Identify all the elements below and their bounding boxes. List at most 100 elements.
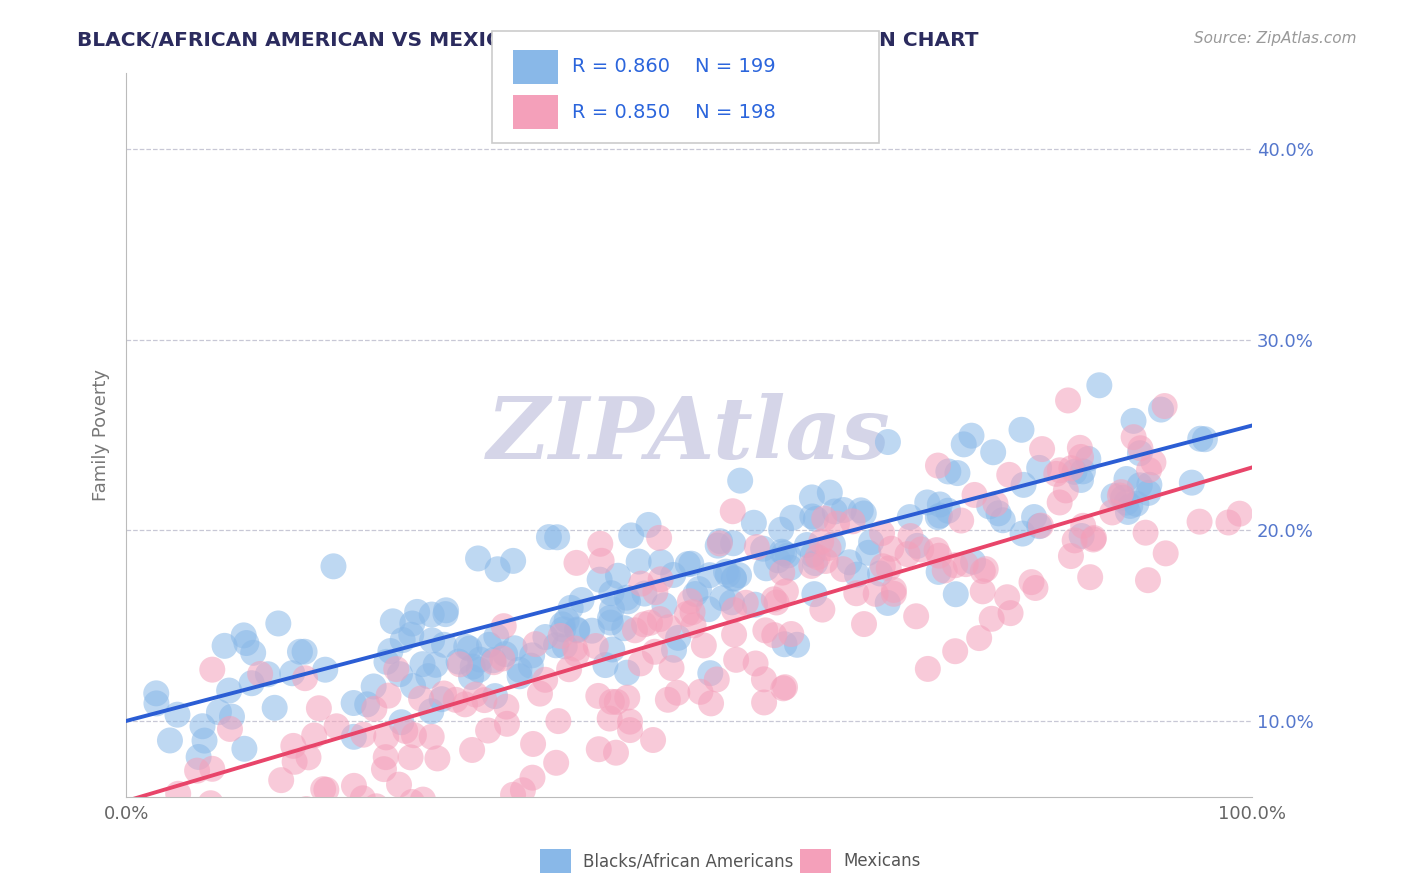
Point	[883, 587, 905, 601]
Point	[191, 719, 214, 733]
Point	[824, 504, 846, 518]
Point	[938, 465, 960, 479]
Point	[616, 690, 638, 705]
Point	[375, 655, 398, 669]
Point	[208, 705, 231, 719]
Point	[905, 609, 928, 624]
Point	[998, 467, 1021, 482]
Point	[388, 778, 411, 792]
Point	[374, 750, 396, 764]
Point	[1154, 546, 1177, 560]
Point	[235, 636, 257, 650]
Point	[960, 428, 983, 442]
Point	[1029, 518, 1052, 533]
Point	[1011, 423, 1033, 437]
Point	[380, 644, 402, 658]
Point	[352, 728, 374, 742]
Point	[478, 638, 501, 652]
Point	[295, 802, 318, 816]
Point	[359, 805, 381, 819]
Point	[962, 555, 984, 569]
Point	[853, 617, 876, 632]
Point	[644, 585, 666, 599]
Point	[773, 680, 796, 694]
Point	[1077, 451, 1099, 466]
Point	[547, 714, 569, 728]
Point	[1188, 515, 1211, 529]
Point	[766, 553, 789, 567]
Point	[714, 565, 737, 579]
Point	[546, 756, 568, 770]
Point	[546, 530, 568, 544]
Point	[725, 653, 748, 667]
Point	[564, 641, 586, 656]
Point	[967, 631, 990, 645]
Point	[433, 686, 456, 700]
Point	[917, 662, 939, 676]
Point	[1049, 495, 1071, 509]
Point	[145, 686, 167, 700]
Point	[742, 516, 765, 530]
Point	[633, 617, 655, 632]
Point	[458, 641, 481, 656]
Point	[449, 657, 471, 672]
Point	[325, 719, 347, 733]
Point	[676, 557, 699, 571]
Point	[661, 661, 683, 675]
Point	[486, 562, 509, 576]
Point	[522, 737, 544, 751]
Point	[744, 598, 766, 612]
Point	[1078, 570, 1101, 584]
Point	[876, 596, 898, 610]
Point	[658, 620, 681, 634]
Point	[1063, 533, 1085, 548]
Point	[544, 638, 567, 652]
Point	[1060, 549, 1083, 563]
Point	[1102, 489, 1125, 503]
Point	[717, 567, 740, 582]
Point	[520, 658, 543, 673]
Point	[928, 498, 950, 512]
Point	[605, 746, 627, 760]
Point	[434, 607, 457, 621]
Point	[555, 613, 578, 627]
Point	[779, 560, 801, 574]
Point	[803, 587, 825, 601]
Point	[952, 437, 974, 451]
Point	[467, 551, 489, 566]
Point	[496, 716, 519, 731]
Point	[723, 627, 745, 641]
Point	[987, 506, 1010, 520]
Point	[215, 825, 238, 839]
Point	[775, 584, 797, 599]
Point	[619, 723, 641, 737]
Point	[214, 639, 236, 653]
Point	[187, 750, 209, 764]
Point	[219, 722, 242, 736]
Point	[1181, 475, 1204, 490]
Point	[1012, 478, 1035, 492]
Point	[468, 652, 491, 666]
Point	[1071, 464, 1094, 478]
Point	[662, 642, 685, 657]
Point	[955, 557, 977, 571]
Point	[288, 645, 311, 659]
Point	[728, 568, 751, 582]
Point	[1115, 472, 1137, 486]
Point	[755, 561, 778, 575]
Point	[709, 534, 731, 549]
Point	[1129, 446, 1152, 460]
Point	[232, 628, 254, 642]
Text: BLACK/AFRICAN AMERICAN VS MEXICAN FAMILY POVERTY CORRELATION CHART: BLACK/AFRICAN AMERICAN VS MEXICAN FAMILY…	[77, 31, 979, 50]
Point	[363, 680, 385, 694]
Point	[693, 639, 716, 653]
Point	[534, 673, 557, 687]
Point	[984, 497, 1007, 511]
Point	[1137, 477, 1160, 491]
Point	[679, 594, 702, 608]
Point	[409, 691, 432, 706]
Point	[1115, 495, 1137, 509]
Point	[1011, 526, 1033, 541]
Point	[637, 517, 659, 532]
Point	[1125, 497, 1147, 511]
